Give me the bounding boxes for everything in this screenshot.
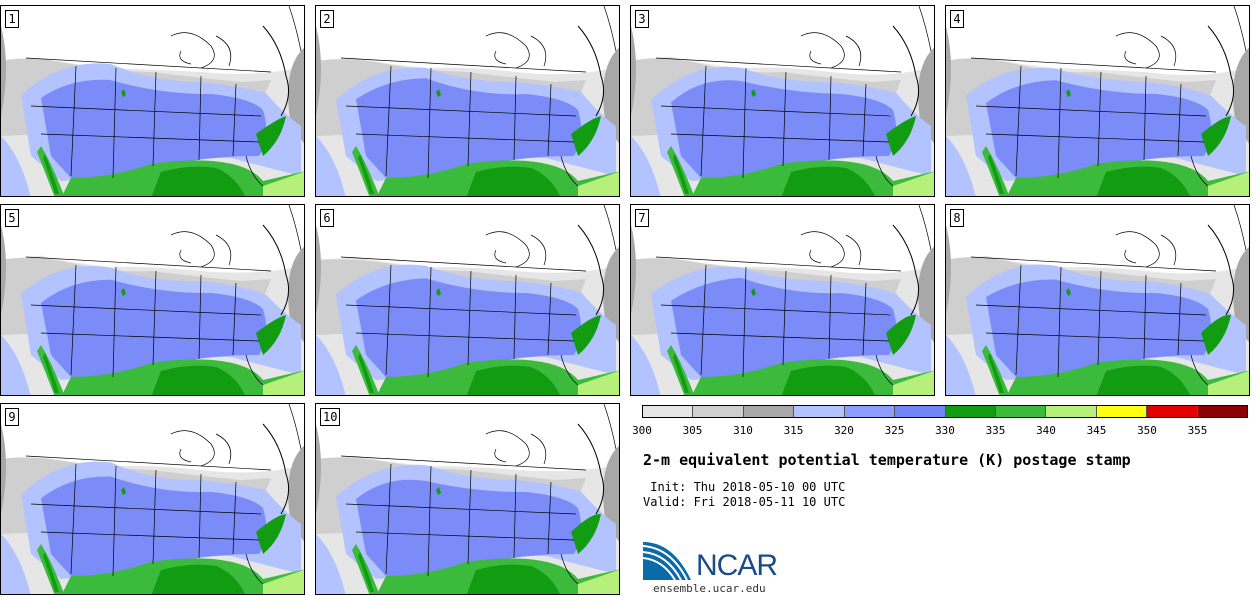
map-panel: 3 [630,5,935,197]
colorbar-segment [693,406,744,417]
colorbar-tick-label: 335 [985,424,1006,437]
colorbar-tick-label: 305 [682,424,703,437]
colorbar-tick-label: 330 [935,424,955,437]
colorbar-tick-label: 350 [1137,424,1157,437]
panel-number: 2 [320,10,334,28]
map-panel: 6 [315,204,620,396]
colorbar-segment [1096,406,1148,417]
map-panel: 9 [0,403,305,595]
map-panel: 7 [630,204,935,396]
colorbar-tick-label: 355 [1187,424,1208,437]
colorbar-tick-label: 300 [632,424,652,437]
valid-time: Valid: Fri 2018-05-11 10 UTC [643,495,846,509]
colorbar-segment [643,406,694,417]
colorbar-segment [895,406,946,417]
panel-number: 10 [320,408,341,426]
colorbar-tick-label: 345 [1086,424,1107,437]
panel-number: 8 [950,209,964,227]
colorbar-tick-label: 320 [834,424,854,437]
colorbar-segment [995,406,1047,417]
colorbar-segment [1046,406,1097,417]
colorbar-segment [844,406,896,417]
panel-number: 9 [5,408,19,426]
colorbar-segment [1197,406,1248,417]
logo-url: ensemble.ucar.edu [653,582,766,595]
panel-number: 5 [5,209,19,227]
init-time: Init: Thu 2018-05-10 00 UTC [643,480,846,494]
map-panel: 8 [945,204,1250,396]
colorbar-tick-label: 340 [1036,424,1056,437]
plot-title: 2-m equivalent potential temperature (K)… [643,451,1131,469]
colorbar-segment [945,406,996,417]
panel-number: 7 [635,209,649,227]
panel-number: 1 [5,10,19,28]
colorbar-tick-label: 315 [783,424,804,437]
map-panel: 5 [0,204,305,396]
colorbar-tick-label: 310 [733,424,753,437]
panel-number: 6 [320,209,334,227]
colorbar-segment [794,406,845,417]
ncar-logo-icon [643,542,691,581]
colorbar-tick-label: 325 [884,424,905,437]
colorbar [642,405,1248,418]
map-panel: 4 [945,5,1250,197]
panel-number: 3 [635,10,649,28]
colorbar-segment [743,406,795,417]
map-panel: 1 [0,5,305,197]
map-panel: 2 [315,5,620,197]
map-panel: 10 [315,403,620,595]
colorbar-segment [1147,406,1198,417]
panel-number: 4 [950,10,964,28]
logo-name: NCAR [696,549,778,582]
